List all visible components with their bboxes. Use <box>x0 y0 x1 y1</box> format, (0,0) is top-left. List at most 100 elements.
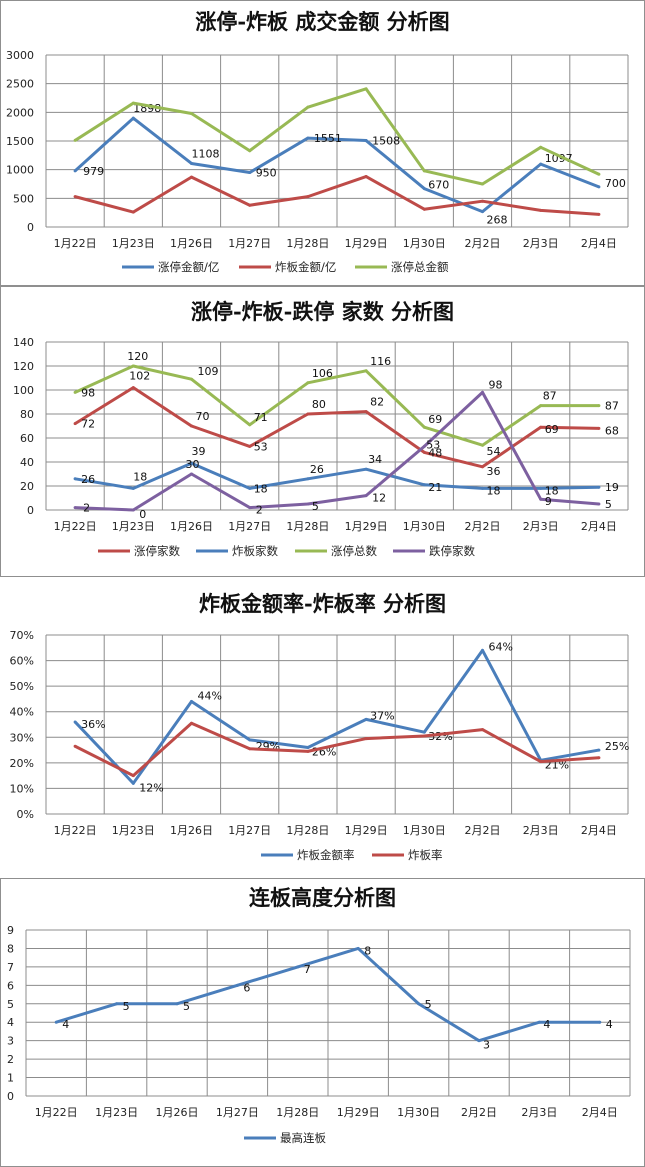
data-point <box>248 506 252 510</box>
data-label: 8 <box>364 944 371 957</box>
y-tick-label: 0 <box>7 1090 14 1103</box>
data-point <box>597 485 601 489</box>
data-point <box>190 424 193 428</box>
data-label: 1097 <box>545 152 573 165</box>
data-label: 53 <box>426 438 440 451</box>
data-label: 87 <box>543 390 557 403</box>
x-tick-label: 1月28日 <box>276 1106 319 1119</box>
data-label: 53 <box>254 440 268 453</box>
data-point <box>364 175 368 179</box>
data-point <box>481 486 484 490</box>
y-tick-label: 6 <box>7 979 14 992</box>
legend-item: 跌停家数 <box>393 544 475 558</box>
gridlines <box>25 929 631 1097</box>
data-label: 25% <box>605 740 629 753</box>
x-tick-label: 1月30日 <box>403 237 446 250</box>
data-label: 80 <box>312 398 326 411</box>
data-point <box>364 737 368 741</box>
data-point <box>73 169 77 173</box>
x-tick-label: 2月3日 <box>523 520 559 533</box>
series-green: 98 120 109 71 106 116 69 54 87 87 <box>73 350 619 458</box>
y-tick-label: 7 <box>7 961 14 974</box>
x-tick-label: 1月29日 <box>345 520 388 533</box>
data-label: 109 <box>198 365 219 378</box>
data-point <box>422 425 426 429</box>
legend-label: 炸板金额率 <box>297 848 355 862</box>
chart-panel-rate: 炸板金额率-炸板率 分析图 0% 10% 20% 30% 40% 50% 60% 70% 1月2… <box>0 582 645 874</box>
y-tick-label: 3000 <box>6 49 34 62</box>
data-point <box>422 450 426 454</box>
data-point <box>190 111 193 115</box>
data-point <box>131 508 135 512</box>
x-tick-label: 1月29日 <box>345 237 388 250</box>
legend-item: 涨停总数 <box>295 544 377 558</box>
data-point <box>597 426 601 430</box>
amount-line-chart: 0 500 1000 1500 2000 2500 3000 1月22日 1月23日 1月26日 1… <box>6 49 629 274</box>
data-label: 4 <box>606 1018 613 1031</box>
data-label: 98 <box>81 386 95 399</box>
data-label: 5 <box>123 1000 130 1013</box>
chart-title: 连板高度分析图 <box>249 885 396 910</box>
series-line <box>74 364 599 447</box>
data-point <box>597 185 601 189</box>
data-point <box>131 386 135 390</box>
data-point <box>481 465 484 469</box>
data-point <box>73 195 77 199</box>
y-tick-label: 40 <box>20 456 34 469</box>
data-point <box>537 1020 541 1024</box>
data-point <box>190 721 193 725</box>
data-label: 19 <box>605 481 619 494</box>
data-point <box>364 139 368 143</box>
legend-label: 最高连板 <box>280 1131 326 1145</box>
data-point <box>73 138 77 142</box>
legend-label: 跌停家数 <box>429 544 475 558</box>
data-point <box>422 483 426 487</box>
data-point <box>306 502 310 506</box>
data-label: 71 <box>254 411 268 424</box>
data-label: 98 <box>489 378 503 391</box>
data-label: 5 <box>183 1000 190 1013</box>
data-label: 39 <box>192 445 206 458</box>
data-label: 69 <box>428 413 442 426</box>
rate-line-chart: 0% 10% 20% 30% 40% 50% 60% 70% 1月22日 1月23日 1月26日 1月… <box>10 629 630 862</box>
x-tick-label: 2月3日 <box>523 824 559 837</box>
data-point <box>417 1002 421 1006</box>
data-point <box>539 497 543 501</box>
data-point <box>477 1039 481 1043</box>
data-label: 37% <box>370 709 394 722</box>
data-label: 268 <box>487 214 508 227</box>
legend-label: 涨停总金额 <box>391 260 449 274</box>
data-point <box>190 699 193 703</box>
data-label: 30 <box>186 458 200 471</box>
data-point <box>248 149 252 153</box>
x-tick-label: 1月26日 <box>170 237 213 250</box>
data-label: 116 <box>370 355 391 368</box>
y-tick-label: 8 <box>7 942 14 955</box>
x-tick-label: 1月22日 <box>54 520 97 533</box>
data-point <box>190 377 193 381</box>
gridlines <box>45 634 629 815</box>
legend-label: 炸板率 <box>408 848 443 862</box>
x-tick-label: 2月3日 <box>523 237 559 250</box>
data-point <box>190 175 193 179</box>
series-blue: 36%12%44%29% 26%37%32%64%21%25% <box>73 640 629 794</box>
data-label: 5 <box>605 498 612 511</box>
data-point <box>115 1002 119 1006</box>
data-point <box>190 461 193 465</box>
data-point <box>597 502 601 506</box>
data-point <box>306 105 310 109</box>
data-label: 700 <box>605 177 626 190</box>
data-label: 670 <box>428 179 449 192</box>
data-point <box>481 443 484 447</box>
data-point <box>306 381 310 385</box>
data-label: 950 <box>256 167 277 180</box>
data-point <box>598 1020 602 1024</box>
data-point <box>306 746 310 750</box>
data-label: 12% <box>139 781 163 794</box>
x-tick-label: 2月4日 <box>581 520 617 533</box>
chart-panel-amount: 涨停-炸板 成交金额 分析图 0 500 1000 1500 2000 2500 3000 1… <box>0 0 645 286</box>
data-label: 2 <box>83 502 90 515</box>
data-label: 5 <box>312 500 319 513</box>
data-label: 68 <box>605 424 619 437</box>
